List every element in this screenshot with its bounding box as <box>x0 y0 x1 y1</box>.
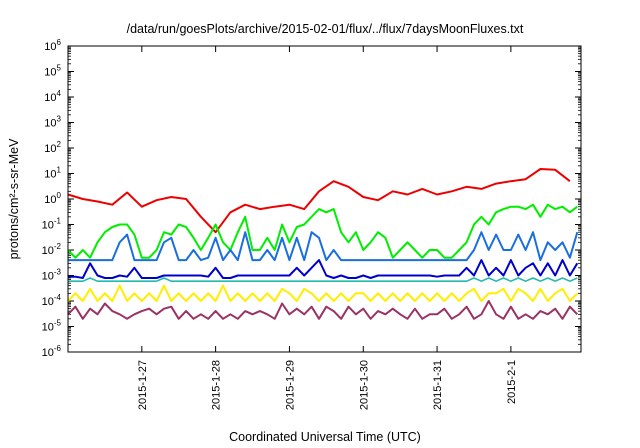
x-tick-label: 2015-2-1 <box>506 360 518 404</box>
y-tick-label: 103 <box>44 115 61 130</box>
x-axis-label: Coordinated Universal Time (UTC) <box>229 430 421 444</box>
series-line-7 <box>67 300 579 320</box>
series-line-6 <box>67 284 579 302</box>
series-line-1 <box>67 168 571 234</box>
chart-title: /data/run/goesPlots/archive/2015-02-01/f… <box>127 22 524 36</box>
x-tick-label: 2015-1-29 <box>284 360 296 410</box>
y-tick-label: 106 <box>44 38 61 53</box>
y-tick-label: 10-6 <box>42 344 62 359</box>
y-tick-label: 105 <box>44 64 61 79</box>
series-line-3 <box>68 231 579 262</box>
y-tick-label: 10-5 <box>42 319 62 334</box>
y-tick-label: 10-4 <box>42 293 62 308</box>
series-line-4 <box>68 259 579 279</box>
y-tick-label: 10-1 <box>42 217 62 232</box>
y-tick-label: 102 <box>44 140 61 155</box>
x-tick-label: 2015-1-28 <box>211 360 223 410</box>
x-tick-label: 2015-1-27 <box>137 360 149 410</box>
y-axis: 10-6 10-5 10-4 10-3 10-2 10-1 100 101 102 103 104 1… <box>42 38 581 359</box>
series-group <box>67 168 579 320</box>
y-tick-label: 10-3 <box>42 268 62 283</box>
y-tick-label: 104 <box>44 89 61 104</box>
series-line-5 <box>68 277 578 283</box>
x-axis: 2015-1-27 2015-1-28 2015-1-29 2015-1-30 2015… <box>137 46 518 410</box>
y-tick-label: 10-2 <box>42 242 62 257</box>
x-tick-label: 2015-1-30 <box>358 360 370 410</box>
y-axis-label: protons/cm²-s-sr-MeV <box>7 138 21 260</box>
y-tick-label: 101 <box>44 166 61 181</box>
y-tick-label: 100 <box>44 191 61 206</box>
x-tick-label: 2015-1-31 <box>432 360 444 410</box>
plot-frame <box>67 45 582 353</box>
series-line-2 <box>67 203 578 259</box>
